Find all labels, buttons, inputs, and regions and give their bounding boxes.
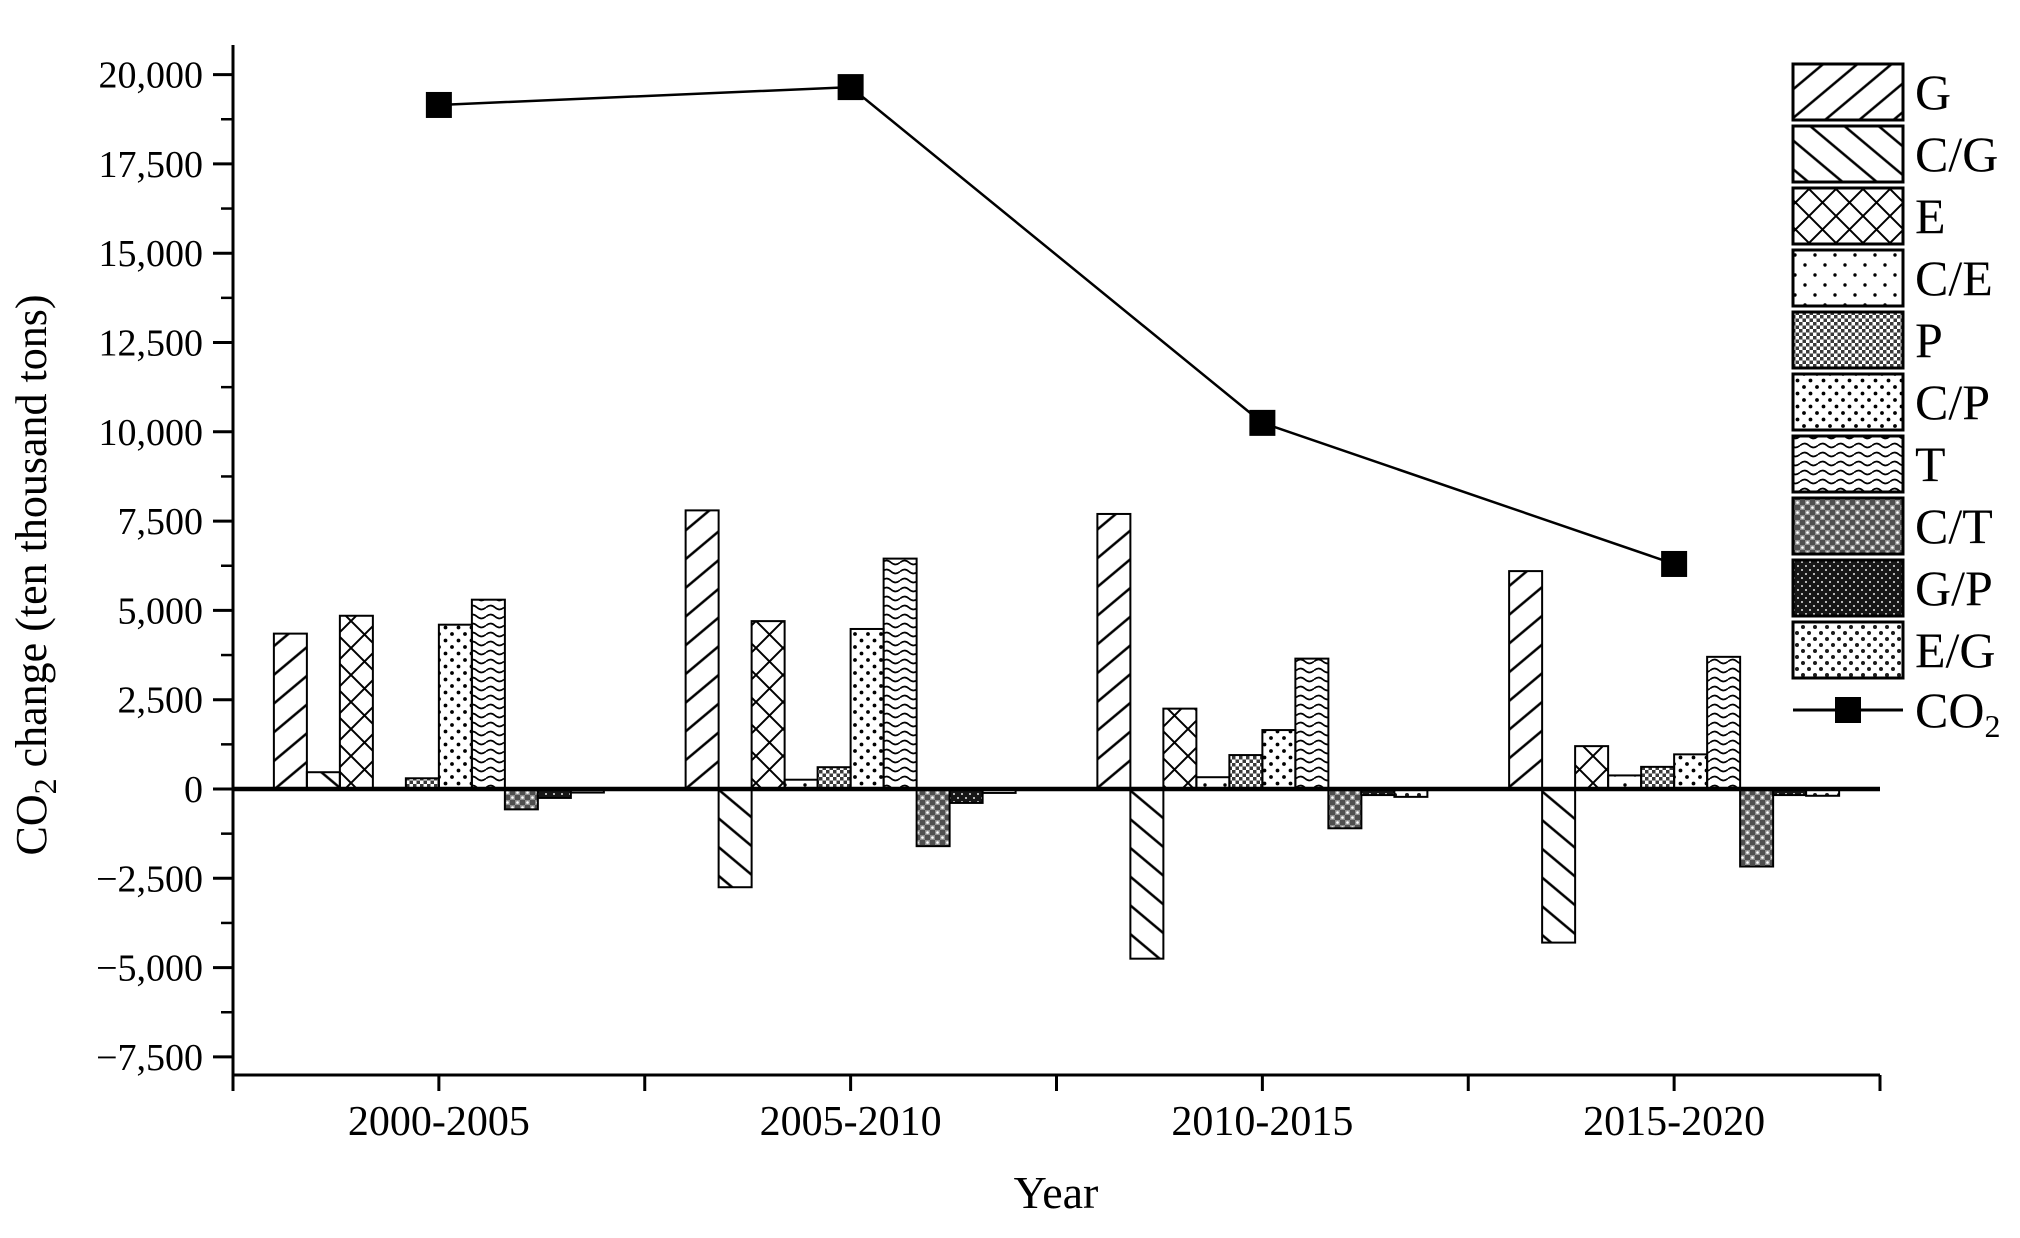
dots-medium-swatch-icon — [1791, 372, 1905, 432]
legend-label-c-t: C/T — [1915, 498, 1993, 554]
legend-label-e-g: E/G — [1915, 622, 1996, 678]
y-tick-label: −2,500 — [96, 858, 203, 900]
bar-c-t-2005-2010 — [915, 788, 951, 848]
legend-label-g: G — [1915, 64, 1951, 120]
checker-gray-swatch-icon — [1791, 496, 1905, 556]
y-tick-label: 12,500 — [99, 323, 204, 365]
bars-layer — [272, 509, 1841, 960]
legend-item-g: G — [1791, 62, 1951, 122]
diagonal-up-swatch-icon — [1791, 62, 1905, 122]
legend-label-c-p: C/P — [1915, 374, 1990, 430]
bar-e-2015-2020 — [1574, 745, 1610, 790]
bar-e-2000-2005 — [338, 614, 374, 790]
bar-t-2010-2015 — [1294, 657, 1330, 791]
x-tick-label: 2005-2010 — [760, 1099, 942, 1145]
legend-item-c-g: C/G — [1791, 124, 1998, 184]
bar-c-t-2000-2005 — [503, 788, 539, 811]
bar-g-2015-2020 — [1508, 570, 1544, 790]
legend-item-t: T — [1791, 434, 1946, 494]
legend-label-t: T — [1915, 436, 1946, 492]
bar-t-2000-2005 — [470, 598, 506, 791]
y-tick-label: −7,500 — [96, 1037, 203, 1079]
bar-e-2010-2015 — [1162, 707, 1198, 791]
x-tick-label: 2010-2015 — [1171, 1099, 1353, 1145]
legend-item-e: E — [1791, 186, 1946, 246]
legend-item-c-e: C/E — [1791, 248, 1993, 308]
crosshatch-swatch-icon — [1791, 186, 1905, 246]
y-tick-label: 20,000 — [99, 55, 204, 97]
checker-fine-swatch-icon — [1791, 310, 1905, 370]
legend-label-c-e: C/E — [1915, 250, 1993, 306]
bar-c-p-2000-2005 — [437, 623, 473, 790]
bar-c-p-2005-2010 — [849, 627, 885, 791]
x-axis-title: Year — [1014, 1167, 1099, 1218]
bar-t-2015-2020 — [1706, 655, 1742, 790]
checker-dark-swatch-icon — [1791, 558, 1905, 618]
bar-p-2010-2015 — [1228, 754, 1264, 790]
legend-item-co2: CO2 — [1793, 682, 2000, 744]
bar-g-2010-2015 — [1096, 512, 1132, 790]
axes-layer: 20,000 17,500 15,000 12,500 10,000 7,500 5,000… — [96, 45, 1882, 1145]
legend-item-g-p: G/P — [1791, 558, 1993, 618]
co2-marker-2000-2005 — [425, 91, 452, 118]
y-tick-label: −5,000 — [96, 948, 203, 990]
legend-item-e-g: E/G — [1791, 620, 1996, 680]
bar-c-p-2010-2015 — [1261, 729, 1297, 791]
bar-c-t-2015-2020 — [1739, 788, 1775, 868]
bar-c-g-2015-2020 — [1541, 788, 1577, 944]
bar-p-2015-2020 — [1640, 765, 1676, 790]
waves-swatch-icon — [1791, 434, 1905, 494]
dots-light-swatch-icon — [1791, 620, 1905, 680]
y-tick-label: 0 — [184, 769, 203, 811]
bar-c-p-2015-2020 — [1673, 753, 1709, 791]
bar-c-g-2010-2015 — [1129, 788, 1165, 960]
y-tick-label: 10,000 — [99, 412, 204, 454]
legend-label-co2: CO2 — [1915, 682, 2000, 744]
legend-item-c-p: C/P — [1791, 372, 1990, 432]
diagonal-down-swatch-icon — [1791, 124, 1905, 184]
bar-c-g-2005-2010 — [717, 788, 753, 889]
bar-g-2000-2005 — [272, 632, 308, 790]
bar-p-2005-2010 — [816, 766, 852, 791]
y-tick-label: 17,500 — [99, 144, 204, 186]
dots-sparse-swatch-icon — [1791, 248, 1905, 308]
bar-c-t-2010-2015 — [1327, 788, 1363, 830]
x-tick-label: 2015-2020 — [1583, 1099, 1765, 1145]
bar-t-2005-2010 — [882, 557, 918, 791]
bar-c-g-2000-2005 — [305, 771, 341, 791]
y-axis-title: CO2 change (ten thousand tons) — [7, 295, 63, 856]
bar-e-2005-2010 — [750, 620, 786, 791]
legend-label-g-p: G/P — [1915, 560, 1993, 616]
y-tick-label: 7,500 — [118, 501, 204, 543]
co2-line — [438, 85, 1675, 566]
co2-marker-2015-2020 — [1661, 550, 1688, 577]
legend-label-e: E — [1915, 188, 1946, 244]
co2-line-layer — [425, 74, 1688, 577]
co2-marker-2005-2010 — [837, 74, 864, 101]
legend-label-c-g: C/G — [1915, 126, 1998, 182]
y-tick-label: 2,500 — [118, 680, 204, 722]
bar-g-2005-2010 — [684, 509, 720, 790]
y-tick-label: 5,000 — [118, 590, 204, 632]
legend-item-p: P — [1791, 310, 1943, 370]
filled-square-marker-icon — [1835, 697, 1861, 723]
legend-label-p: P — [1915, 312, 1943, 368]
x-tick-label: 2000-2005 — [348, 1099, 530, 1145]
co2-marker-2010-2015 — [1249, 409, 1276, 436]
legend-item-c-t: C/T — [1791, 496, 1993, 556]
y-tick-label: 15,000 — [99, 233, 204, 275]
